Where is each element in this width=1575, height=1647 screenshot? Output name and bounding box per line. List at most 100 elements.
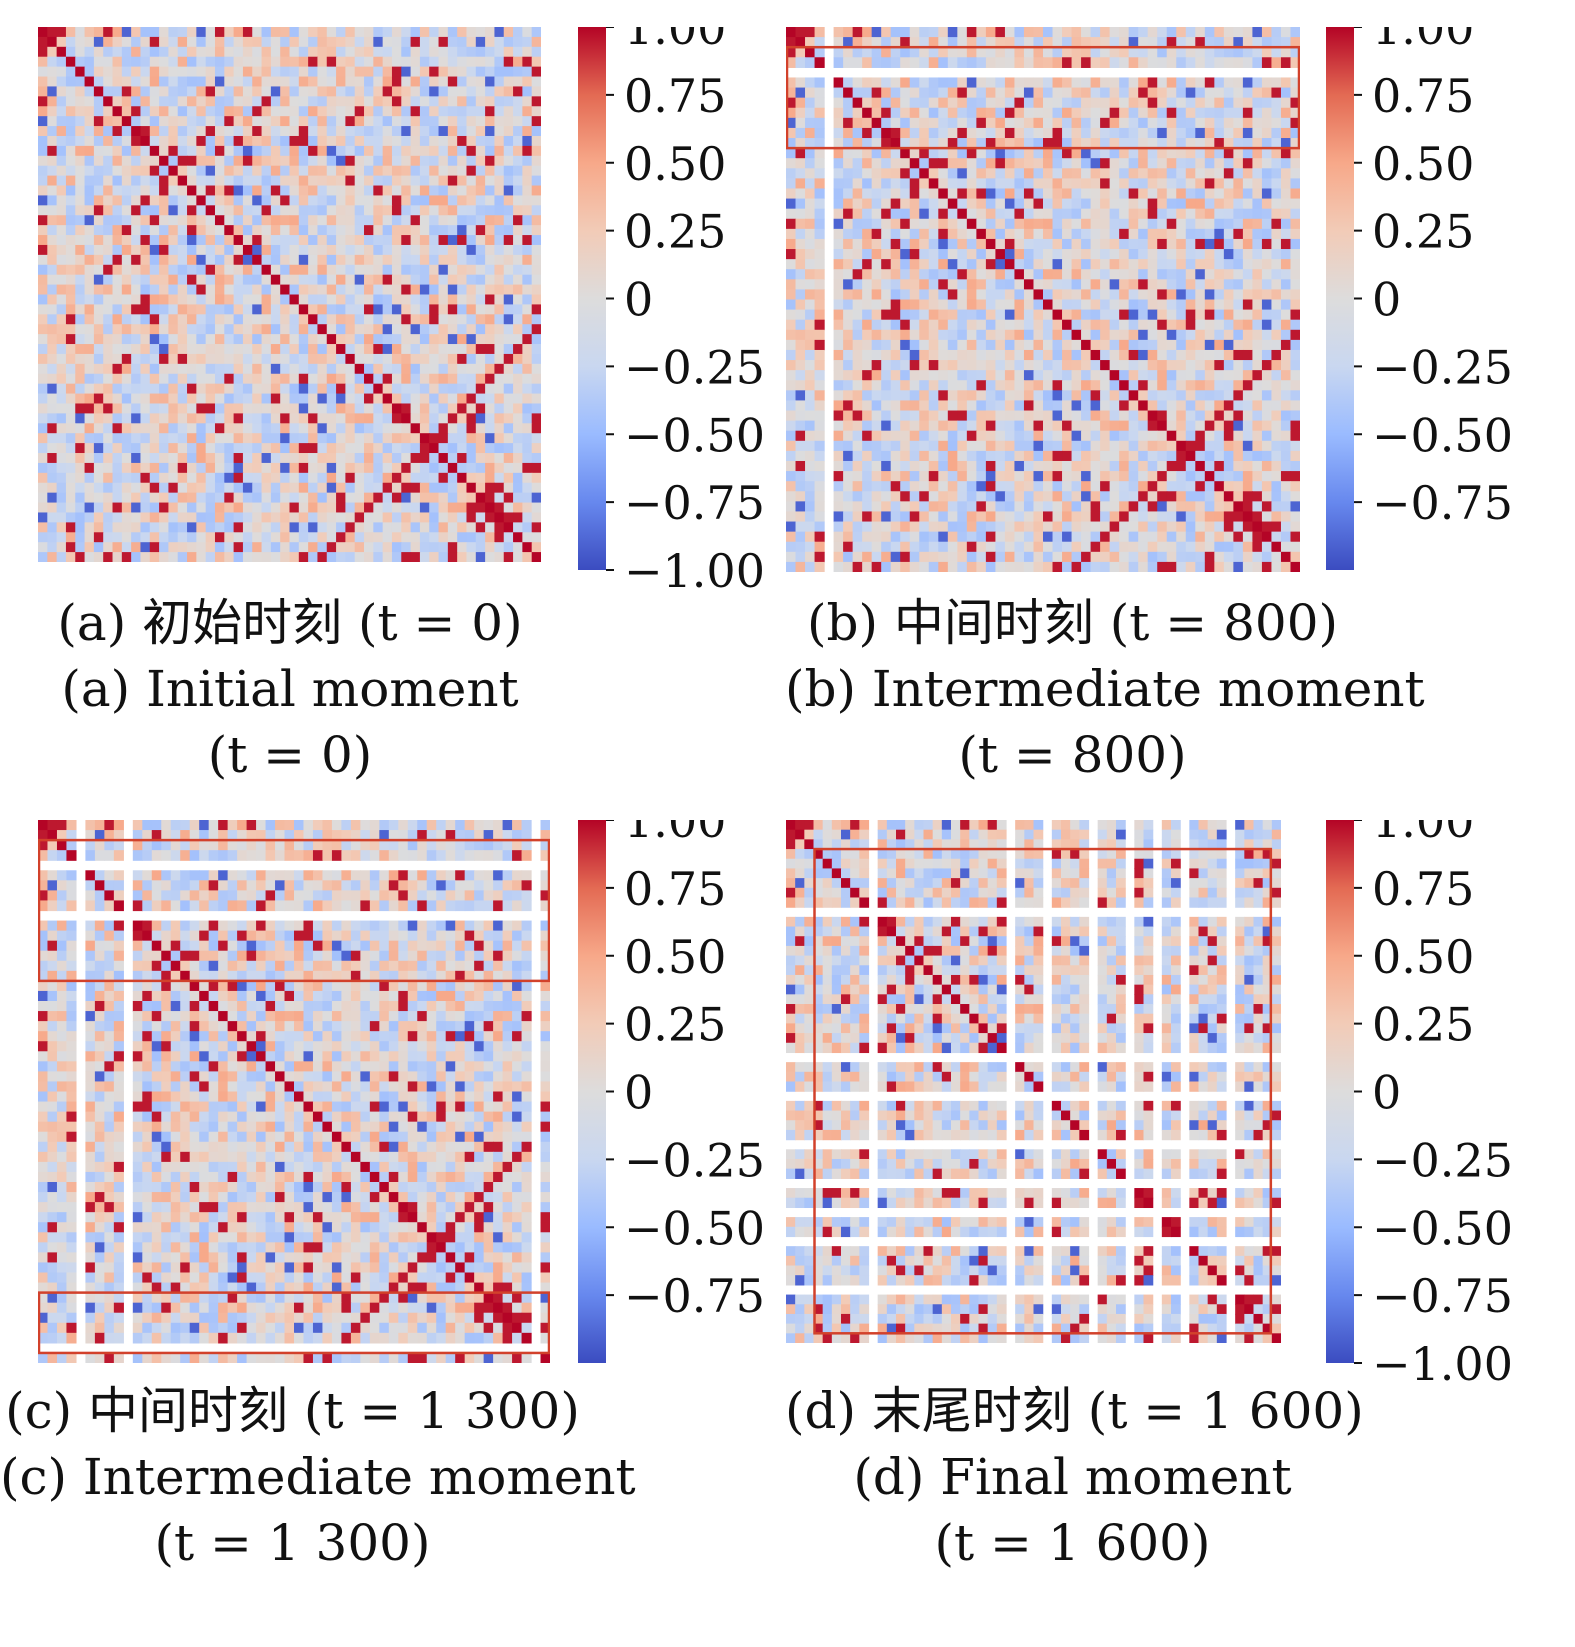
heatmap-cell: [336, 116, 346, 127]
heatmap-cell: [326, 27, 337, 38]
heatmap-cell: [919, 279, 930, 290]
heatmap-cell: [1261, 360, 1273, 371]
heatmap-cell: [326, 175, 337, 187]
heatmap-cell: [900, 198, 911, 210]
heatmap-cell: [1242, 299, 1254, 311]
heatmap-cell: [485, 135, 496, 147]
heatmap-cell: [1100, 168, 1111, 179]
heatmap-cell: [1233, 349, 1244, 361]
heatmap-cell: [429, 472, 440, 484]
heatmap-cell: [1071, 329, 1082, 341]
heatmap-cell: [1280, 208, 1292, 220]
heatmap-cell: [373, 393, 384, 405]
heatmap-cell: [224, 353, 235, 365]
heatmap-cell: [457, 324, 468, 335]
heatmap-cell: [121, 86, 132, 97]
heatmap-cell: [149, 126, 160, 137]
heatmap-cell: [1223, 77, 1234, 89]
heatmap-cell: [65, 235, 76, 246]
heatmap-cell: [522, 27, 533, 38]
heatmap-cell: [326, 36, 337, 48]
heatmap-cell: [382, 433, 393, 444]
heatmap-cell: [843, 228, 854, 240]
heatmap-cell: [805, 349, 816, 361]
heatmap-cell: [224, 294, 235, 306]
heatmap-cell: [345, 443, 356, 454]
heatmap-cell: [1052, 97, 1063, 109]
heatmap-cell: [786, 178, 797, 190]
heatmap-cell: [485, 46, 496, 58]
heatmap-cell: [1280, 370, 1292, 381]
heatmap-cell: [159, 284, 169, 296]
heatmap-cell: [373, 155, 384, 167]
heatmap-cell: [373, 66, 384, 78]
heatmap-cell: [410, 135, 421, 147]
heatmap-cell: [475, 274, 486, 286]
heatmap-cell: [103, 175, 114, 187]
heatmap-cell: [410, 195, 421, 206]
heatmap-cell: [928, 27, 939, 38]
heatmap-cell: [995, 420, 1006, 432]
heatmap-cell: [214, 383, 225, 395]
heatmap-cell: [1223, 390, 1234, 402]
heatmap-cell: [345, 324, 356, 335]
heatmap-cell: [1109, 390, 1120, 402]
heatmap-cell: [871, 349, 882, 361]
heatmap-cell: [270, 413, 281, 424]
heatmap-cell: [531, 264, 541, 276]
heatmap-cell: [881, 390, 892, 402]
heatmap-cell: [447, 353, 458, 365]
heatmap-cell: [1033, 37, 1044, 48]
heatmap-cell: [75, 423, 86, 434]
heatmap-cell: [364, 453, 374, 464]
heatmap-cell: [205, 433, 216, 444]
heatmap-cell: [214, 145, 225, 157]
heatmap-cell: [261, 393, 272, 405]
heatmap-cell: [373, 86, 384, 97]
heatmap-cell: [1109, 370, 1120, 381]
heatmap-cell: [957, 309, 968, 321]
heatmap-cell: [928, 218, 939, 230]
heatmap-cell: [65, 482, 76, 494]
heatmap-cell: [326, 472, 337, 484]
heatmap-cell: [1147, 178, 1158, 190]
heatmap-cell: [1223, 97, 1234, 109]
heatmap-cell: [1157, 87, 1168, 99]
heatmap-cell: [447, 542, 458, 553]
heatmap-cell: [280, 116, 291, 127]
heatmap-cell: [438, 413, 449, 424]
heatmap-cell: [65, 403, 76, 414]
heatmap-cell: [485, 542, 496, 553]
heatmap-cell: [364, 482, 374, 494]
heatmap-cell: [1223, 188, 1234, 200]
heatmap-cell: [957, 47, 968, 58]
heatmap-cell: [1185, 178, 1196, 190]
heatmap-cell: [214, 155, 225, 167]
heatmap-cell: [1138, 107, 1149, 119]
heatmap-cell: [1128, 380, 1139, 391]
heatmap-cell: [1043, 259, 1054, 270]
heatmap-cell: [843, 319, 854, 331]
heatmap-cell: [1004, 218, 1016, 230]
heatmap-cell: [522, 244, 533, 256]
heatmap-cell: [196, 472, 207, 484]
heatmap-cell: [317, 304, 328, 315]
heatmap-cell: [242, 542, 253, 553]
heatmap-cell: [1157, 339, 1168, 351]
heatmap-cell: [862, 269, 873, 280]
heatmap-cell: [1147, 390, 1158, 402]
heatmap-cell: [354, 264, 365, 276]
heatmap-cell: [957, 27, 968, 38]
heatmap-cell: [252, 334, 263, 345]
heatmap-cell: [1195, 77, 1206, 89]
heatmap-cell: [503, 373, 514, 385]
heatmap-cell: [1138, 309, 1149, 321]
heatmap-cell: [382, 195, 393, 206]
heatmap-cell: [38, 76, 48, 88]
heatmap-cell: [410, 373, 421, 385]
heatmap-cell: [909, 27, 920, 38]
heatmap-cell: [1195, 349, 1206, 361]
heatmap-cell: [1290, 77, 1300, 89]
heatmap-cell: [447, 334, 458, 345]
heatmap-cell: [140, 284, 151, 296]
